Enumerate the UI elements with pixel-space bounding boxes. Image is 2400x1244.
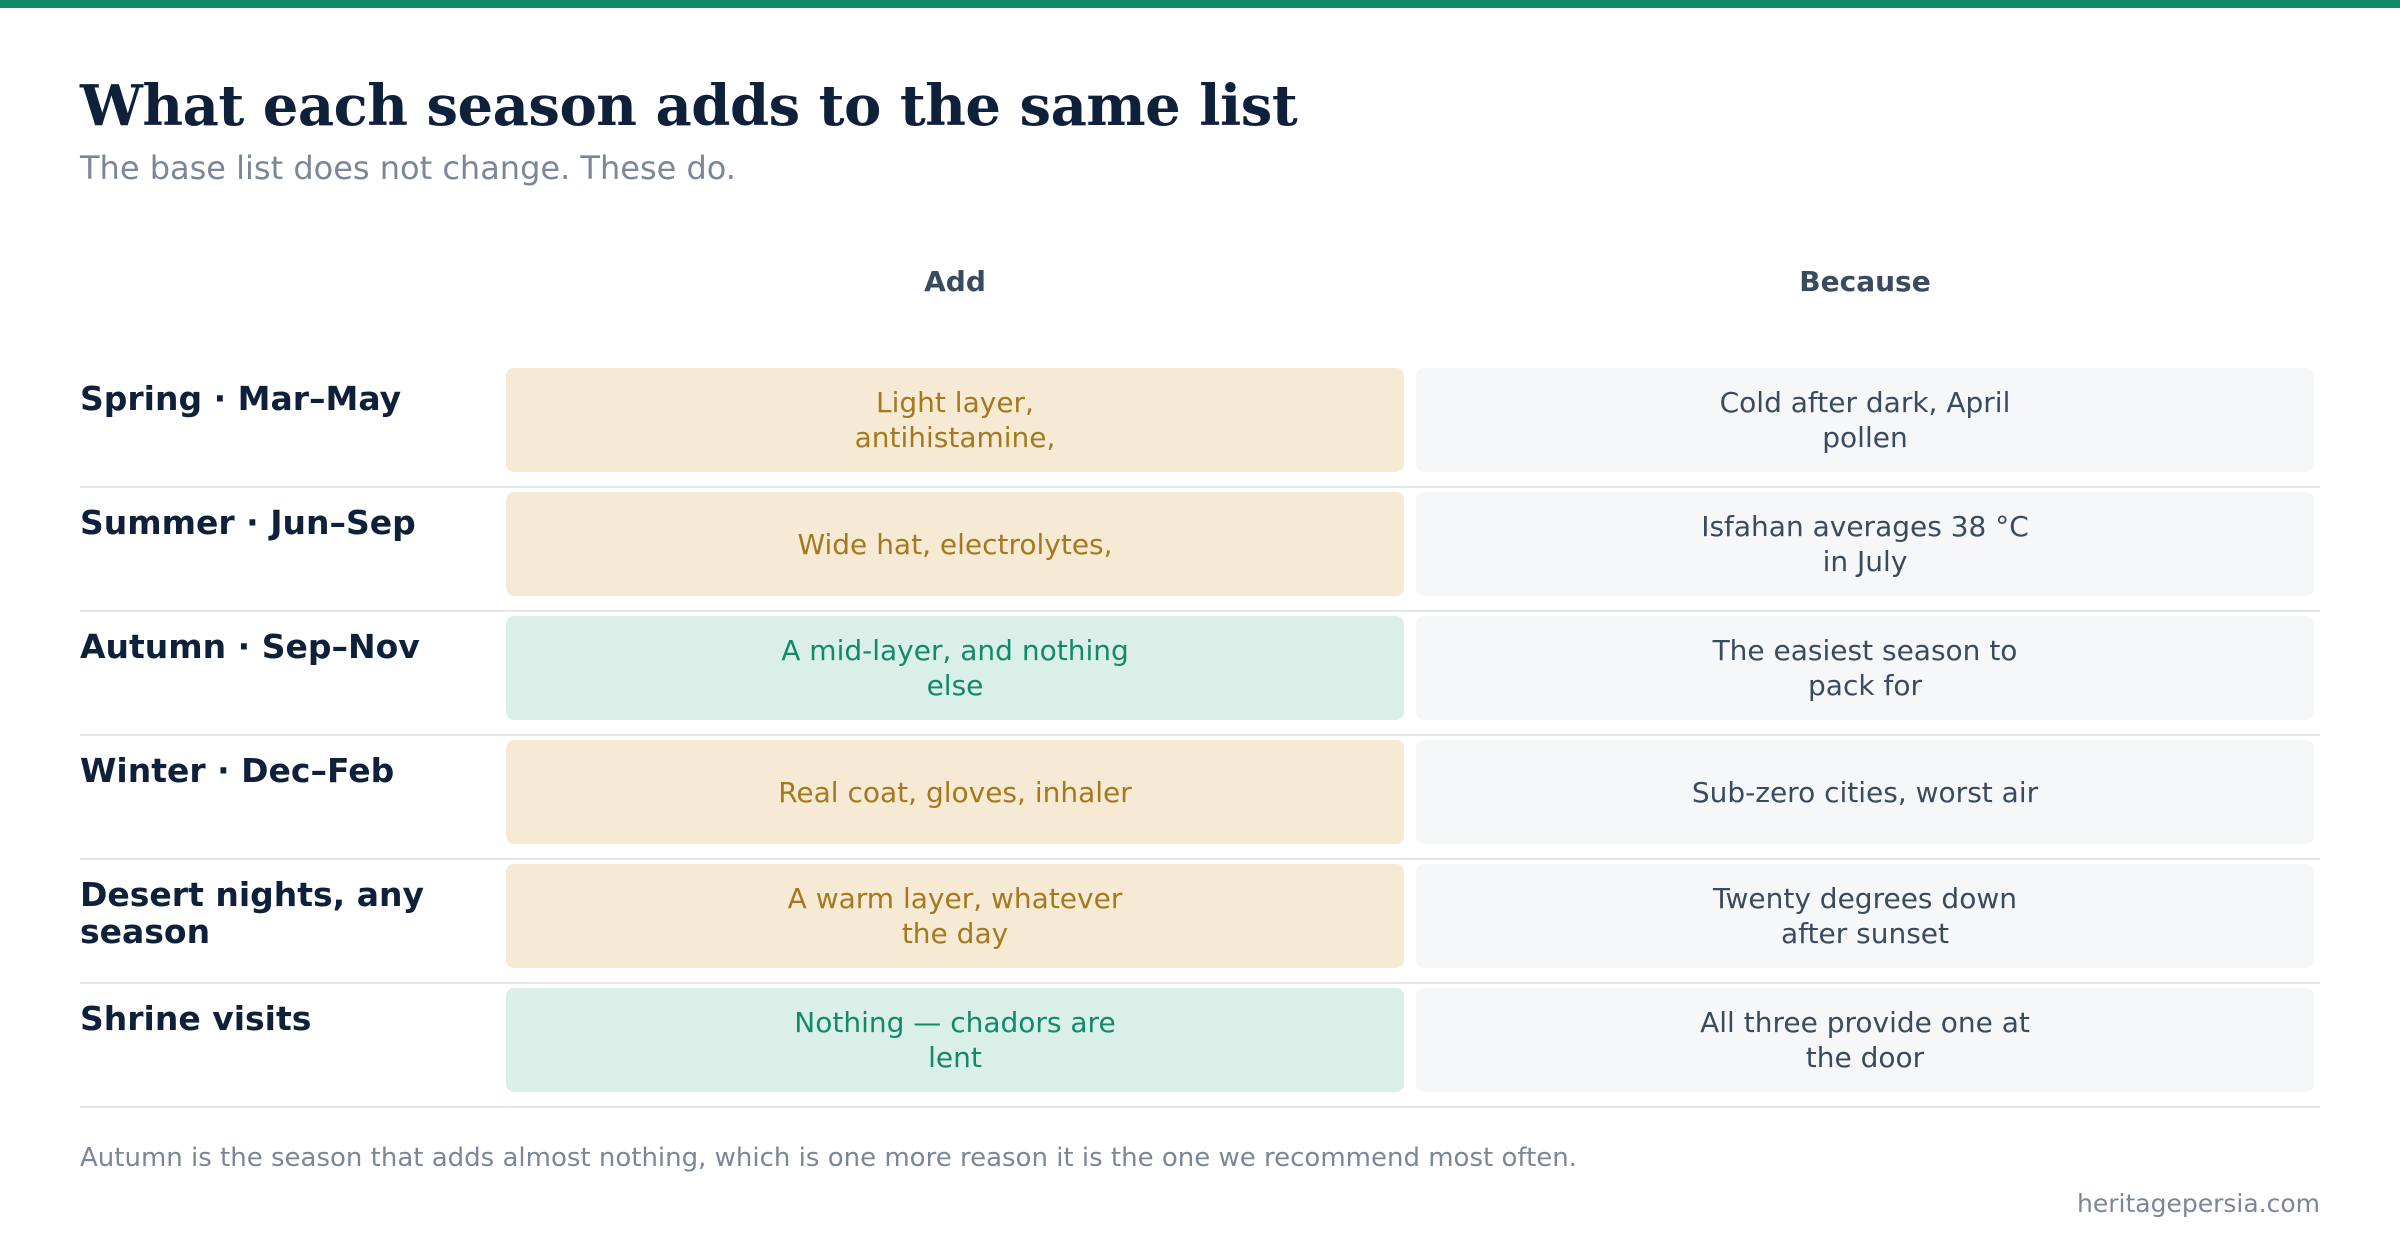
add-cell: A mid-layer, and nothing else — [506, 616, 1404, 720]
add-cell-text: Real coat, gloves, inhaler — [778, 775, 1132, 809]
table-row: Summer · Jun–Sep Wide hat, electrolytes,… — [80, 488, 2320, 612]
add-cell-text: A mid-layer, and nothing else — [781, 634, 1129, 702]
row-label: Winter · Dec–Feb — [80, 751, 395, 790]
add-cell-text: Light layer, antihistamine, — [854, 386, 1056, 454]
add-cell: A warm layer, whatever the day — [506, 864, 1404, 968]
because-cell-text: Isfahan averages 38 °C in July — [1701, 510, 2029, 578]
row-label: Autumn · Sep–Nov — [80, 627, 420, 666]
because-cell: The easiest season to pack for — [1416, 616, 2314, 720]
column-header-add: Add — [924, 265, 986, 298]
add-cell-text: A warm layer, whatever the day — [787, 882, 1123, 950]
table-row: Winter · Dec–Feb Real coat, gloves, inha… — [80, 736, 2320, 860]
add-cell-text: Wide hat, electrolytes, — [797, 527, 1113, 561]
page-subtitle: The base list does not change. These do. — [80, 149, 736, 187]
because-cell: Sub-zero cities, worst air — [1416, 740, 2314, 844]
top-accent-bar — [0, 0, 2400, 8]
add-cell: Nothing — chadors are lent — [506, 988, 1404, 1092]
because-cell: All three provide one at the door — [1416, 988, 2314, 1092]
because-cell-text: Twenty degrees down after sunset — [1713, 882, 2017, 950]
table-row: Desert nights, any season A warm layer, … — [80, 860, 2320, 984]
row-label: Summer · Jun–Sep — [80, 503, 416, 542]
because-cell: Cold after dark, April pollen — [1416, 368, 2314, 472]
table-row: Shrine visits Nothing — chadors are lent… — [80, 984, 2320, 1108]
because-cell-text: Cold after dark, April pollen — [1719, 386, 2011, 454]
because-cell-text: Sub-zero cities, worst air — [1691, 775, 2039, 809]
table-row: Spring · Mar–May Light layer, antihistam… — [80, 364, 2320, 488]
add-cell: Real coat, gloves, inhaler — [506, 740, 1404, 844]
row-label: Spring · Mar–May — [80, 379, 402, 418]
row-label: Desert nights, any season — [80, 875, 424, 951]
add-cell: Wide hat, electrolytes, — [506, 492, 1404, 596]
footnote: Autumn is the season that adds almost no… — [80, 1143, 1578, 1173]
because-cell-text: All three provide one at the door — [1700, 1006, 2030, 1074]
add-cell: Light layer, antihistamine, — [506, 368, 1404, 472]
add-cell-text: Nothing — chadors are lent — [794, 1006, 1116, 1074]
because-cell-text: The easiest season to pack for — [1712, 634, 2018, 702]
because-cell: Isfahan averages 38 °C in July — [1416, 492, 2314, 596]
page-title: What each season adds to the same list — [80, 73, 1298, 139]
site-credit: heritagepersia.com — [2077, 1189, 2320, 1218]
row-label: Shrine visits — [80, 999, 312, 1038]
column-header-because: Because — [1799, 265, 1931, 298]
table-row: Autumn · Sep–Nov A mid-layer, and nothin… — [80, 612, 2320, 736]
because-cell: Twenty degrees down after sunset — [1416, 864, 2314, 968]
season-table: Spring · Mar–May Light layer, antihistam… — [80, 364, 2320, 1108]
